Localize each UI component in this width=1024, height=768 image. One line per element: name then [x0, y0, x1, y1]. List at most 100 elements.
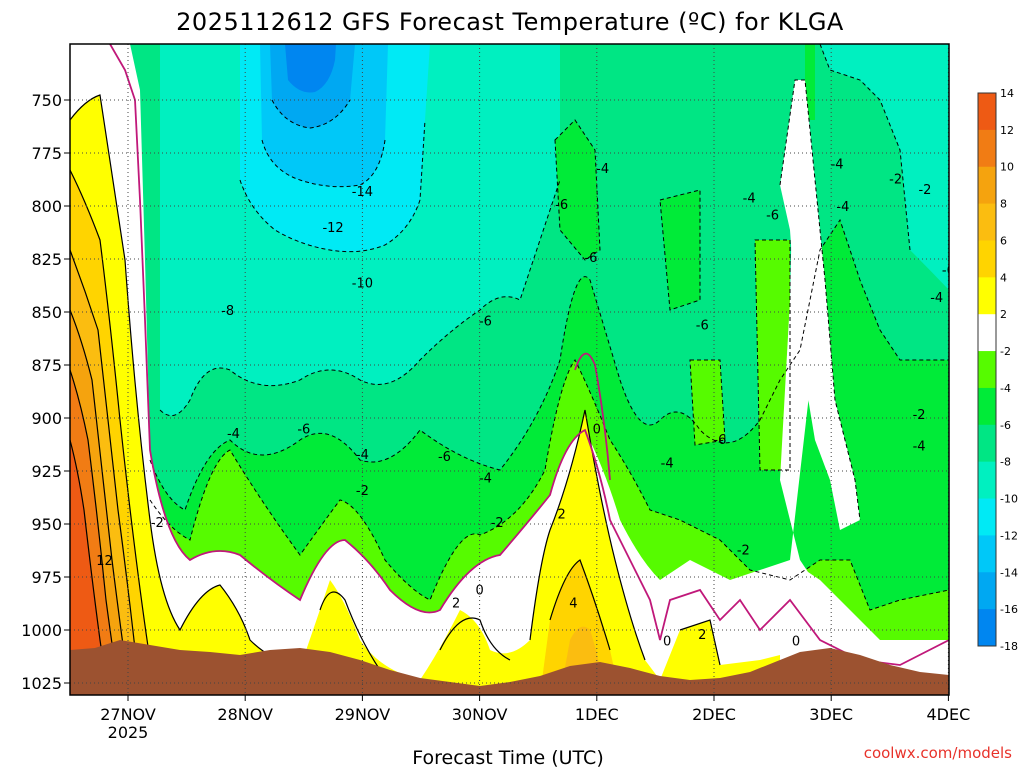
contour-label: -14	[352, 185, 373, 200]
colorbar-label: -2	[1000, 345, 1011, 358]
colorbar-swatch	[978, 351, 996, 389]
field-minus6-patch-2	[660, 190, 700, 310]
contour-label: -2	[913, 408, 926, 423]
x-tick-label: 27NOV	[100, 705, 156, 724]
colorbar-label: -16	[1000, 603, 1018, 616]
contour-lines-dashed	[149, 44, 949, 611]
contour-label: -6	[584, 251, 597, 266]
colorbar-swatch	[978, 609, 996, 647]
contour-label: -6	[438, 450, 451, 465]
colorbar-label: -8	[1000, 456, 1011, 469]
y-tick-label: 1025	[21, 674, 62, 693]
contour-label: 0	[663, 635, 671, 650]
contour-label: -10	[352, 276, 373, 291]
colorbar-swatch	[978, 277, 996, 315]
colorbar-frame	[977, 92, 997, 647]
field-minus18-region	[285, 44, 336, 93]
contour-label: -12	[322, 221, 343, 236]
x-tick-label: 29NOV	[335, 705, 391, 724]
contour-label: -4	[930, 291, 943, 306]
x-tick-label: 2DEC	[692, 705, 736, 724]
colorbar-label: 10	[1000, 161, 1014, 174]
credit-text: coolwx.com/models	[864, 744, 1012, 762]
field-minus4-patch-1	[690, 360, 725, 445]
contour-label: -2	[356, 484, 369, 499]
contour-label: -6	[713, 433, 726, 448]
colorbar-label: 4	[1000, 271, 1007, 284]
colorbar-swatch	[978, 387, 996, 426]
contour-label: -6	[696, 319, 709, 334]
y-tick-label: 800	[31, 197, 62, 216]
terrain-surface	[70, 640, 949, 695]
contour-label: -2	[889, 172, 902, 187]
x-axis-label: Forecast Time (UTC)	[412, 747, 603, 768]
colorbar-label: -6	[1000, 419, 1011, 432]
gridlines	[70, 44, 949, 695]
colorbar-label: -18	[1000, 640, 1018, 653]
x-tick-label: 4DEC	[927, 705, 971, 724]
contour-label: 2	[557, 507, 565, 522]
contour-label: -4	[227, 427, 240, 442]
contour-label: 2	[698, 628, 706, 643]
contour-label: -8	[221, 304, 234, 319]
x-tick-label: 1DEC	[575, 705, 619, 724]
y-tick-label: 775	[31, 144, 62, 163]
colorbar-swatch	[978, 424, 996, 463]
x-tick-label: 3DEC	[809, 705, 853, 724]
colorbar-swatch	[978, 461, 996, 500]
colorbar-label: 2	[1000, 308, 1007, 321]
colorbar-swatch	[978, 129, 996, 168]
contour-label: 0	[475, 584, 483, 599]
contour-label: -6	[479, 314, 492, 329]
contour-label-bg	[951, 461, 969, 475]
y-tick-label: 900	[31, 409, 62, 428]
colorbar-swatch	[978, 572, 996, 610]
contour-label: 0	[593, 423, 601, 438]
contour-label: 2	[452, 596, 460, 611]
contour-label: -4	[661, 457, 674, 472]
contour-label: -4	[913, 440, 926, 455]
colorbar: 14 12 10 8 6 4 2 -2 -4 -6 -8 -10 -12 -14 -16 -18	[977, 87, 1018, 653]
plot-frame	[69, 43, 950, 696]
y-tick-label: 1000	[21, 621, 62, 640]
colorbar-label: -14	[1000, 566, 1018, 579]
y-tick-label: 950	[31, 515, 62, 534]
colorbar-swatch	[978, 166, 996, 205]
x-tick-label: 28NOV	[217, 705, 273, 724]
colorbar-label: -10	[1000, 493, 1018, 506]
colorbar-label: -12	[1000, 529, 1018, 542]
colorbar-swatch	[978, 240, 996, 278]
x-tick-label: 30NOV	[452, 705, 508, 724]
contour-label: -6	[942, 264, 955, 279]
y-tick-label: 850	[31, 303, 62, 322]
contour-label: -2	[918, 183, 931, 198]
contour-label: -4	[356, 448, 369, 463]
contour-label: -2	[151, 516, 164, 531]
contour-label: -4	[743, 192, 756, 207]
y-axis: 750 775 800 825 850 875 900 925 950 975 1000 1025	[21, 91, 70, 693]
colorbar-swatch	[978, 535, 996, 573]
freezing-line	[109, 44, 949, 666]
contour-label: -4	[596, 162, 609, 177]
field-minus10-region-right	[820, 44, 949, 290]
colorbar-swatch	[978, 203, 996, 241]
contour-label: -6	[766, 208, 779, 223]
chart-title: 2025112612 GFS Forecast Temperature (ºC)…	[176, 8, 844, 36]
plot-area: -6-8-6-4-14-6-2-6-2-2-12-4-4-4-6-6-10-4-…	[70, 44, 978, 695]
contour-label: -4	[831, 158, 844, 173]
contour-label: -2	[965, 637, 978, 652]
y-tick-label: 875	[31, 356, 62, 375]
field-minus6-patch-3	[805, 44, 815, 120]
contour-label: 12	[96, 554, 113, 569]
y-tick-label: 975	[31, 568, 62, 587]
x-tick-year-label: 2025	[108, 723, 149, 742]
colorbar-swatch	[978, 93, 996, 131]
contour-label: -2	[954, 463, 967, 478]
colorbar-label: 14	[1000, 87, 1014, 100]
contour-label: -4	[836, 200, 849, 215]
contour-label: -2	[491, 516, 504, 531]
contour-label: -4	[479, 471, 492, 486]
field-near-zero-spike	[780, 80, 860, 530]
colorbar-label: 12	[1000, 124, 1014, 137]
